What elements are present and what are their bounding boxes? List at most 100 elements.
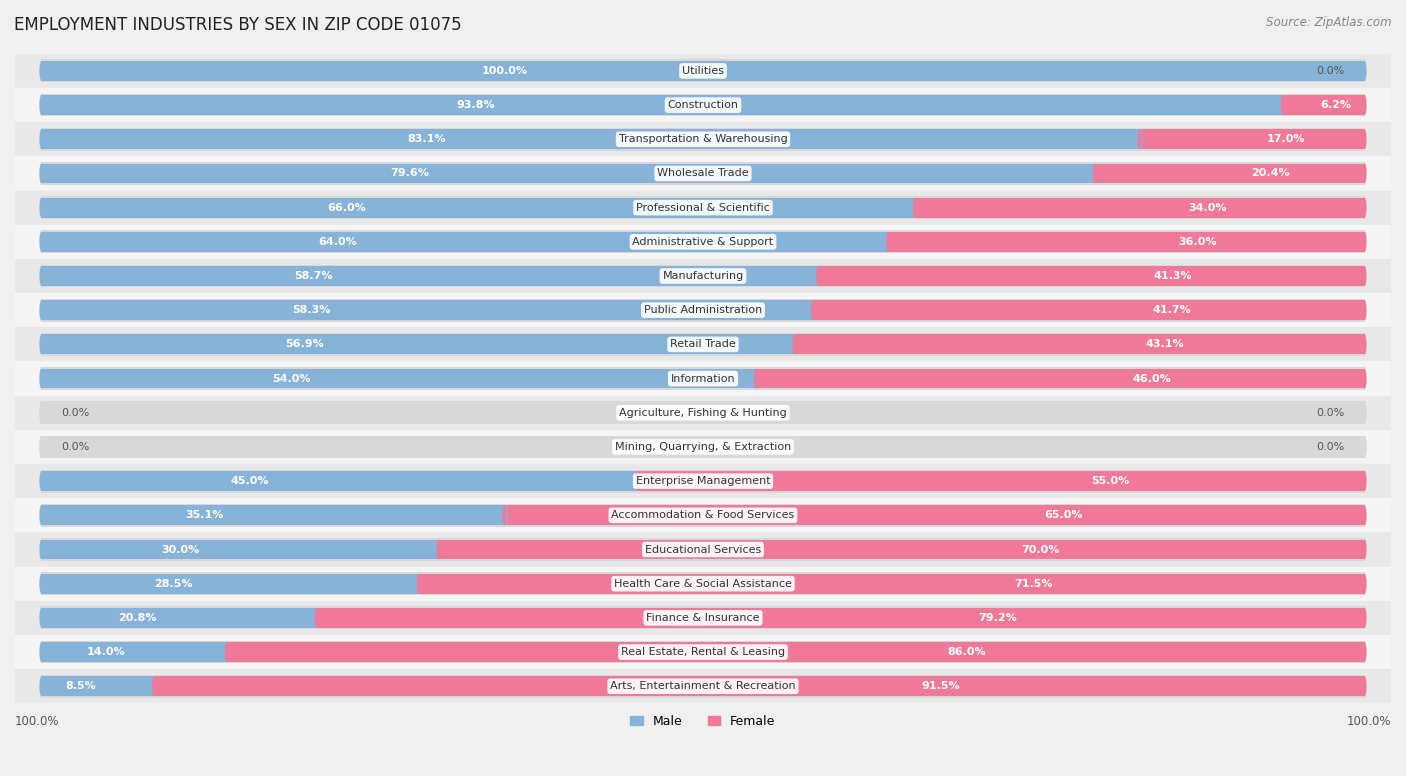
Ellipse shape bbox=[793, 334, 796, 355]
Bar bbox=[41, 95, 1282, 115]
Bar bbox=[41, 675, 1365, 698]
Bar bbox=[41, 60, 1365, 82]
Text: 36.0%: 36.0% bbox=[1178, 237, 1218, 247]
Bar bbox=[889, 232, 1365, 251]
Ellipse shape bbox=[1281, 95, 1285, 115]
Ellipse shape bbox=[39, 333, 44, 355]
Text: 58.7%: 58.7% bbox=[294, 271, 333, 281]
Bar bbox=[41, 401, 1365, 424]
Ellipse shape bbox=[1362, 469, 1367, 493]
Bar bbox=[41, 367, 1365, 390]
Text: Public Administration: Public Administration bbox=[644, 305, 762, 315]
Ellipse shape bbox=[1362, 162, 1367, 185]
Ellipse shape bbox=[1362, 232, 1367, 251]
Bar bbox=[41, 162, 1365, 185]
Text: Agriculture, Fishing & Hunting: Agriculture, Fishing & Hunting bbox=[619, 407, 787, 417]
Legend: Male, Female: Male, Female bbox=[626, 710, 780, 733]
Ellipse shape bbox=[39, 538, 44, 561]
Ellipse shape bbox=[152, 677, 156, 696]
Ellipse shape bbox=[502, 505, 506, 525]
Ellipse shape bbox=[39, 641, 44, 663]
Ellipse shape bbox=[1362, 435, 1367, 459]
Ellipse shape bbox=[1362, 608, 1367, 628]
Ellipse shape bbox=[39, 469, 44, 493]
Text: 100.0%: 100.0% bbox=[1347, 715, 1391, 729]
Text: Enterprise Management: Enterprise Management bbox=[636, 476, 770, 486]
Text: 35.1%: 35.1% bbox=[184, 511, 224, 521]
Ellipse shape bbox=[1362, 299, 1367, 321]
Ellipse shape bbox=[39, 504, 44, 527]
Ellipse shape bbox=[1362, 643, 1367, 662]
Ellipse shape bbox=[1362, 572, 1367, 595]
Text: 41.7%: 41.7% bbox=[1152, 305, 1191, 315]
Text: EMPLOYMENT INDUSTRIES BY SEX IN ZIP CODE 01075: EMPLOYMENT INDUSTRIES BY SEX IN ZIP CODE… bbox=[14, 16, 461, 33]
Ellipse shape bbox=[39, 130, 44, 149]
Ellipse shape bbox=[39, 675, 44, 698]
Bar bbox=[1095, 164, 1365, 183]
Ellipse shape bbox=[436, 539, 440, 559]
Text: Mining, Quarrying, & Extraction: Mining, Quarrying, & Extraction bbox=[614, 442, 792, 452]
Bar bbox=[41, 369, 756, 389]
Text: 55.0%: 55.0% bbox=[1091, 476, 1129, 486]
Bar bbox=[15, 396, 1391, 430]
Ellipse shape bbox=[1362, 333, 1367, 355]
Text: 8.5%: 8.5% bbox=[66, 681, 96, 691]
Bar bbox=[794, 334, 1365, 355]
Ellipse shape bbox=[436, 539, 440, 559]
Text: 93.8%: 93.8% bbox=[457, 100, 495, 110]
Text: Information: Information bbox=[671, 373, 735, 383]
Ellipse shape bbox=[1362, 61, 1367, 81]
Ellipse shape bbox=[39, 164, 44, 183]
Text: Administrative & Support: Administrative & Support bbox=[633, 237, 773, 247]
Bar bbox=[505, 505, 1365, 525]
Text: 54.0%: 54.0% bbox=[273, 373, 311, 383]
Bar bbox=[41, 130, 1140, 149]
Bar bbox=[15, 293, 1391, 327]
Ellipse shape bbox=[39, 266, 44, 286]
Ellipse shape bbox=[39, 607, 44, 629]
Text: 56.9%: 56.9% bbox=[285, 339, 325, 349]
Bar bbox=[41, 641, 1365, 663]
Bar bbox=[915, 198, 1365, 217]
Text: Transportation & Warehousing: Transportation & Warehousing bbox=[619, 134, 787, 144]
Text: Source: ZipAtlas.com: Source: ZipAtlas.com bbox=[1267, 16, 1392, 29]
Ellipse shape bbox=[315, 608, 319, 628]
Bar bbox=[41, 232, 889, 251]
Ellipse shape bbox=[39, 60, 44, 82]
Text: 58.3%: 58.3% bbox=[292, 305, 330, 315]
Ellipse shape bbox=[886, 232, 890, 251]
Bar bbox=[15, 122, 1391, 156]
Text: 83.1%: 83.1% bbox=[406, 134, 446, 144]
Ellipse shape bbox=[817, 266, 820, 286]
Ellipse shape bbox=[793, 334, 796, 355]
Text: 0.0%: 0.0% bbox=[1316, 407, 1344, 417]
Ellipse shape bbox=[811, 300, 814, 320]
Bar bbox=[1140, 130, 1365, 149]
Text: 20.8%: 20.8% bbox=[118, 613, 157, 623]
Bar bbox=[226, 643, 1365, 662]
Ellipse shape bbox=[39, 435, 44, 459]
Bar bbox=[153, 677, 1365, 696]
Bar bbox=[41, 198, 915, 217]
Bar bbox=[316, 608, 1365, 628]
Bar bbox=[439, 539, 1365, 559]
Ellipse shape bbox=[39, 61, 44, 81]
Ellipse shape bbox=[39, 505, 44, 525]
Ellipse shape bbox=[39, 539, 44, 559]
Text: Manufacturing: Manufacturing bbox=[662, 271, 744, 281]
Bar bbox=[1282, 95, 1365, 115]
Ellipse shape bbox=[912, 198, 917, 217]
Bar bbox=[756, 369, 1365, 389]
Bar bbox=[41, 333, 1365, 355]
Ellipse shape bbox=[39, 265, 44, 287]
Bar bbox=[41, 128, 1365, 151]
Bar bbox=[15, 54, 1391, 88]
Text: 30.0%: 30.0% bbox=[162, 545, 200, 555]
Ellipse shape bbox=[1362, 230, 1367, 253]
Bar bbox=[41, 299, 1365, 321]
Ellipse shape bbox=[1362, 95, 1367, 115]
Ellipse shape bbox=[1362, 677, 1367, 696]
Ellipse shape bbox=[416, 573, 420, 594]
Text: 46.0%: 46.0% bbox=[1132, 373, 1171, 383]
Text: 14.0%: 14.0% bbox=[87, 647, 125, 657]
